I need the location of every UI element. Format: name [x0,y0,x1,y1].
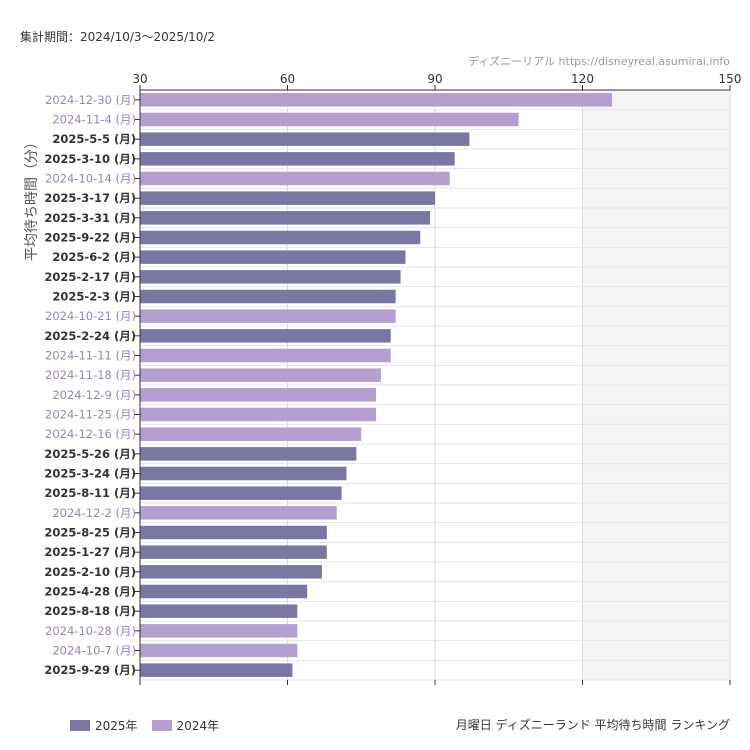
bar[interactable] [140,132,470,146]
category-label: 2024-11-11 (月) [45,349,136,363]
legend-swatch-2024 [151,720,172,731]
category-label: 2025-2-10 (月) [44,565,136,579]
bar[interactable] [140,368,381,382]
category-label: 2025-2-17 (月) [44,270,136,284]
category-label: 2025-3-24 (月) [44,467,136,481]
category-label: 2024-11-18 (月) [45,368,136,382]
category-label: 2025-8-11 (月) [44,486,136,500]
category-label: 2024-12-16 (月) [45,427,136,441]
bar[interactable] [140,565,322,579]
x-tick-label: 150 [719,72,742,86]
category-label: 2025-5-5 (月) [52,132,136,146]
bar[interactable] [140,171,450,186]
bar[interactable] [140,289,396,304]
category-label: 2024-10-21 (月) [45,309,136,323]
category-label: 2025-9-22 (月) [44,231,136,245]
y-axis-label: 平均待ち時間（分） [24,135,40,261]
bar[interactable] [140,545,327,559]
bar[interactable] [140,93,612,107]
category-label: 2025-5-26 (月) [44,447,136,461]
bar[interactable] [140,152,455,166]
category-label: 2025-2-24 (月) [44,329,136,343]
category-label: 2024-10-14 (月) [45,172,136,186]
category-label: 2025-6-2 (月) [52,250,136,264]
legend-swatch-2025 [70,720,90,731]
bar[interactable] [140,447,357,461]
category-label: 2025-1-27 (月) [44,545,136,559]
bar[interactable] [140,230,421,245]
bar[interactable] [140,506,337,520]
x-tick-label: 90 [427,72,442,86]
bar[interactable] [140,584,308,599]
chart-title: 月曜日 ディズニーランド 平均待ち時間 ランキング [455,718,730,732]
legend-item-2025[interactable]: 2025年 [70,717,138,734]
category-label: 2025-3-17 (月) [44,191,136,205]
category-label: 2024-11-4 (月) [52,113,136,127]
bar[interactable] [140,270,401,284]
x-tick-label: 60 [280,72,295,86]
bar[interactable] [140,624,298,638]
category-label: 2024-12-9 (月) [52,388,136,402]
bar[interactable] [140,663,293,677]
bar[interactable] [140,329,391,343]
category-label: 2024-10-7 (月) [52,644,136,658]
category-label: 2024-10-28 (月) [45,624,136,638]
category-label: 2025-4-28 (月) [44,585,136,599]
category-label: 2025-9-29 (月) [44,663,136,677]
legend-item-2024[interactable]: 2024年 [151,717,220,734]
category-label: 2025-8-18 (月) [44,604,136,618]
bar[interactable] [140,427,362,441]
bar[interactable] [140,604,298,618]
bar[interactable] [140,486,342,500]
bar[interactable] [140,388,376,402]
bar[interactable] [140,348,391,363]
bar[interactable] [140,643,298,658]
legend-label-2025: 2025年 [95,719,138,733]
category-label: 2025-3-10 (月) [44,152,136,166]
x-tick-label: 30 [132,72,147,86]
bar[interactable] [140,309,396,323]
bar[interactable] [140,525,327,540]
x-tick-label: 120 [571,72,594,86]
legend: 2025年 2024年 [70,717,233,734]
bar[interactable] [140,250,406,264]
period-label: 集計期間：2024/10/3～2025/10/2 [20,30,216,44]
category-label: 2025-3-31 (月) [44,211,136,225]
category-label: 2025-8-25 (月) [44,526,136,540]
bar[interactable] [140,191,435,205]
bar[interactable] [140,211,431,225]
source-credit: ディズニーリアル https://disneyreal.asumirai.inf… [467,55,730,68]
bar[interactable] [140,466,347,481]
legend-label-2024: 2024年 [176,719,220,733]
category-label: 2024-11-25 (月) [45,408,136,422]
category-label: 2024-12-2 (月) [52,506,136,520]
category-label: 2025-2-3 (月) [52,290,136,304]
bar[interactable] [140,407,376,422]
bar[interactable] [140,112,519,127]
category-label: 2024-12-30 (月) [45,93,136,107]
